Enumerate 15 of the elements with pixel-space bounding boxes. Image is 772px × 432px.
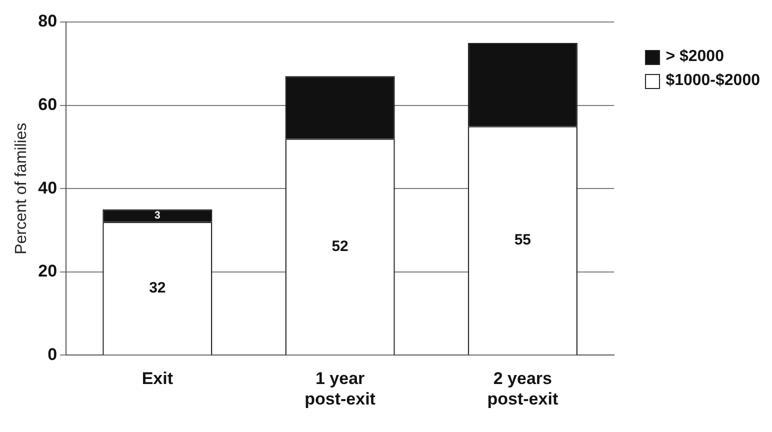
data-label: 32 (149, 279, 166, 296)
data-label: 3 (154, 210, 160, 222)
data-label: 52 (332, 238, 348, 255)
x-tick-label: Exit (142, 369, 174, 388)
y-tick-label: 60 (38, 94, 58, 114)
legend-label: > $2000 (666, 48, 724, 66)
y-tick-label: 80 (38, 12, 58, 31)
y-axis-title: Percent of families (13, 122, 30, 254)
x-tick-label: 1 year post-exit (304, 369, 376, 408)
y-tick-label: 20 (38, 262, 58, 281)
y-tick-label: 40 (38, 178, 58, 198)
y-tick-label: 0 (48, 344, 58, 364)
text: $1000-$2000 (666, 72, 760, 90)
x-tick-label: 2 years post-exit (487, 369, 558, 408)
data-label: 55 (514, 232, 532, 249)
